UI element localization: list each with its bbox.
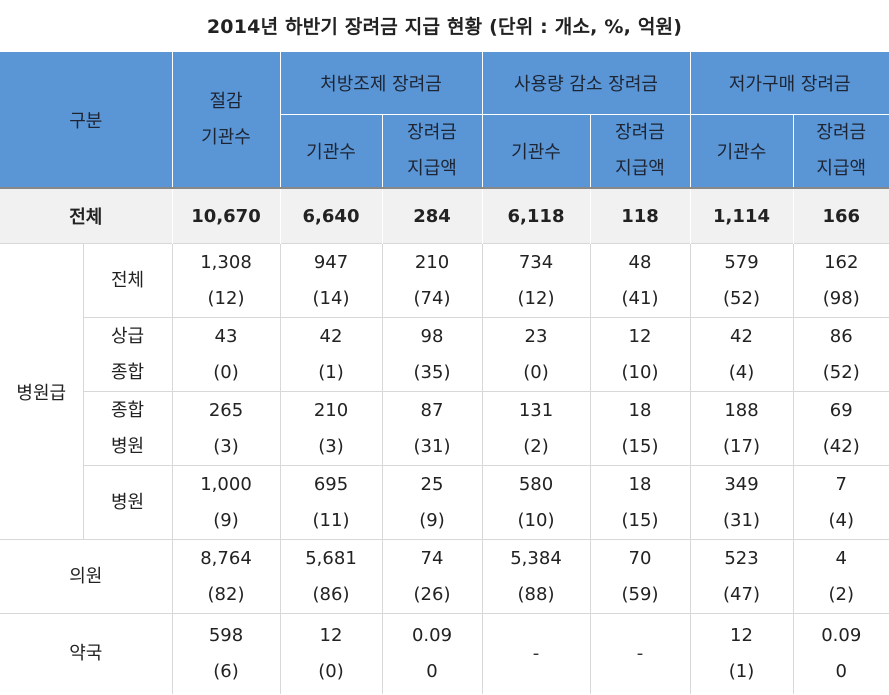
table-cell: 6,640 — [279, 187, 382, 244]
table-cell: 349 (31) — [689, 465, 793, 540]
table-title: 2014년 하반기 장려금 지급 현황 (단위 : 개소, %, 억원) — [206, 15, 683, 38]
table-cell: 7 (4) — [792, 465, 889, 540]
table-cell: 579 (52) — [689, 243, 793, 318]
table-cell: 6,118 — [481, 187, 590, 244]
header-category: 구분 — [0, 52, 172, 188]
table-cell: 210 (3) — [279, 391, 382, 466]
table-cell: 5,384 (88) — [481, 539, 590, 614]
row-label: 종합 병원 — [82, 391, 172, 466]
table-cell: 695 (11) — [279, 465, 382, 540]
table-cell: 25 (9) — [381, 465, 482, 540]
row-group-label: 병원급 — [0, 243, 83, 540]
table-row-total: 전체 10,670 6,640 284 6,118 118 1,114 166 — [0, 187, 889, 244]
table-cell: 98 (35) — [381, 317, 482, 392]
table-row: 종합 병원 265 (3) 210 (3) 87 (31) 131 (2) 18 (15) … — [0, 391, 889, 466]
table-cell: 69 (42) — [792, 391, 889, 466]
table-cell: 87 (31) — [381, 391, 482, 466]
table-cell: 12 (1) — [689, 613, 793, 694]
table-row: 약국 598 (6) 12 (0) 0.09 0 - - 12 (1) 0.09 0 — [0, 613, 889, 694]
header-group-low-price: 저가구매 장려금 — [689, 52, 889, 115]
row-label: 전체 — [0, 187, 172, 244]
table-cell: 12 (10) — [589, 317, 690, 392]
header-savings-count: 절감 기관수 — [171, 52, 280, 188]
row-label: 약국 — [0, 613, 172, 694]
incentive-table: 구분 절감 기관수 처방조제 장려금 사용량 감소 장려금 저가구매 장려금 기관… — [0, 52, 889, 694]
table-cell: 18 (15) — [589, 391, 690, 466]
header-group-prescription: 처방조제 장려금 — [279, 52, 482, 115]
table-cell: 947 (14) — [279, 243, 382, 318]
table-cell: 8,764 (82) — [171, 539, 280, 614]
table-cell: 86 (52) — [792, 317, 889, 392]
table-cell: 131 (2) — [481, 391, 590, 466]
table-cell: 23 (0) — [481, 317, 590, 392]
table-cell: 74 (26) — [381, 539, 482, 614]
table-cell: - — [481, 613, 590, 694]
table-cell: 43 (0) — [171, 317, 280, 392]
table-cell: 210 (74) — [381, 243, 482, 318]
table-cell: 188 (17) — [689, 391, 793, 466]
table-cell: 265 (3) — [171, 391, 280, 466]
row-label: 의원 — [0, 539, 172, 614]
table-cell: 118 — [589, 187, 690, 244]
table-cell: 0.09 0 — [792, 613, 889, 694]
table-cell: 580 (10) — [481, 465, 590, 540]
table-cell: 48 (41) — [589, 243, 690, 318]
row-label: 상급 종합 — [82, 317, 172, 392]
table-cell: 10,670 — [171, 187, 280, 244]
table-cell: 1,114 — [689, 187, 793, 244]
table-row: 병원급 전체 1,308 (12) 947 (14) 210 (74) 734 (12)… — [0, 243, 889, 540]
header-sub-count: 기관수 — [481, 114, 590, 188]
table-cell: 18 (15) — [589, 465, 690, 540]
table-cell: 0.09 0 — [381, 613, 482, 694]
table-cell: 42 (4) — [689, 317, 793, 392]
table-cell: 1,308 (12) — [171, 243, 280, 318]
header-group-usage-reduction: 사용량 감소 장려금 — [481, 52, 690, 115]
table-cell: 734 (12) — [481, 243, 590, 318]
table-cell: 166 — [792, 187, 889, 244]
table-row: 상급 종합 43 (0) 42 (1) 98 (35) 23 (0) 12 (10) 42(… — [0, 317, 889, 392]
table-cell: 12 (0) — [279, 613, 382, 694]
header-sub-amount: 장려금 지급액 — [381, 114, 482, 188]
table-cell: 284 — [381, 187, 482, 244]
table-cell: 1,000 (9) — [171, 465, 280, 540]
table-cell: 70 (59) — [589, 539, 690, 614]
row-label: 전체 — [82, 243, 172, 318]
table-row: 의원 8,764 (82) 5,681 (86) 74 (26) 5,384 (88) … — [0, 539, 889, 614]
table-row: 병원 1,000 (9) 695 (11) 25 (9) 580 (10) 18 (15)… — [0, 465, 889, 540]
table-cell: 523 (47) — [689, 539, 793, 614]
table-cell: - — [589, 613, 690, 694]
header-sub-amount: 장려금 지급액 — [792, 114, 889, 188]
row-label: 병원 — [82, 465, 172, 540]
table-cell: 5,681 (86) — [279, 539, 382, 614]
header-sub-count: 기관수 — [279, 114, 382, 188]
table-cell: 4 (2) — [792, 539, 889, 614]
header-sub-amount: 장려금 지급액 — [589, 114, 690, 188]
table-cell: 162 (98) — [792, 243, 889, 318]
table-cell: 598 (6) — [171, 613, 280, 694]
table-cell: 42 (1) — [279, 317, 382, 392]
header-sub-count: 기관수 — [689, 114, 793, 188]
